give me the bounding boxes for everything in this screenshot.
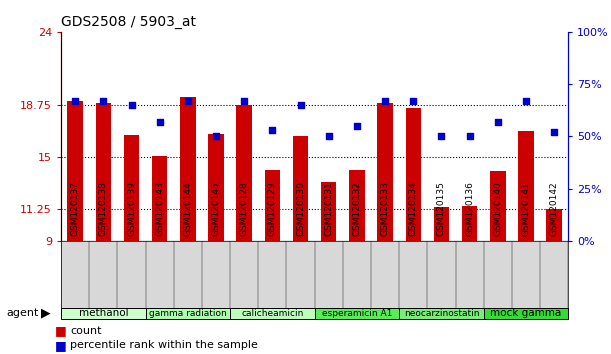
Point xyxy=(352,123,362,129)
Text: ■: ■ xyxy=(55,325,67,337)
Bar xyxy=(399,308,484,319)
Text: mock gamma: mock gamma xyxy=(491,308,562,318)
Point xyxy=(408,98,418,104)
Text: neocarzinostatin: neocarzinostatin xyxy=(404,309,479,318)
Text: GDS2508 / 5903_at: GDS2508 / 5903_at xyxy=(61,16,196,29)
Point xyxy=(324,133,334,139)
Point xyxy=(268,127,277,133)
Point xyxy=(155,119,164,125)
Bar xyxy=(490,171,505,241)
Text: gamma radiation: gamma radiation xyxy=(149,309,227,318)
Point xyxy=(521,98,531,104)
Bar xyxy=(67,102,83,241)
Point xyxy=(70,98,80,104)
Bar xyxy=(236,105,252,241)
Bar xyxy=(145,308,230,319)
Bar xyxy=(378,103,393,241)
Point xyxy=(98,98,108,104)
Point xyxy=(240,98,249,104)
Bar xyxy=(315,308,399,319)
Text: ▶: ▶ xyxy=(41,307,51,320)
Bar xyxy=(265,170,280,241)
Bar xyxy=(152,156,167,241)
Bar xyxy=(61,308,145,319)
Bar xyxy=(95,103,111,241)
Text: ■: ■ xyxy=(55,339,67,352)
Bar xyxy=(484,308,568,319)
Point xyxy=(465,133,475,139)
Point xyxy=(296,102,306,108)
Bar xyxy=(406,108,421,241)
Bar xyxy=(208,133,224,241)
Bar xyxy=(180,97,196,241)
Bar xyxy=(124,135,139,241)
Point xyxy=(549,129,559,135)
Text: percentile rank within the sample: percentile rank within the sample xyxy=(70,340,258,350)
Bar xyxy=(518,131,534,241)
Bar xyxy=(434,207,449,241)
Point xyxy=(493,119,503,125)
Point xyxy=(183,98,193,104)
Bar xyxy=(546,209,562,241)
Bar xyxy=(349,170,365,241)
Point xyxy=(436,133,446,139)
Point xyxy=(211,133,221,139)
Point xyxy=(126,102,136,108)
Text: calicheamicin: calicheamicin xyxy=(241,309,304,318)
Point xyxy=(380,98,390,104)
Bar xyxy=(462,206,477,241)
Text: esperamicin A1: esperamicin A1 xyxy=(322,309,392,318)
Text: methanol: methanol xyxy=(79,308,128,318)
Bar xyxy=(293,136,309,241)
Text: count: count xyxy=(70,326,102,336)
Bar xyxy=(230,308,315,319)
Bar xyxy=(321,182,337,241)
Text: agent: agent xyxy=(6,308,38,318)
